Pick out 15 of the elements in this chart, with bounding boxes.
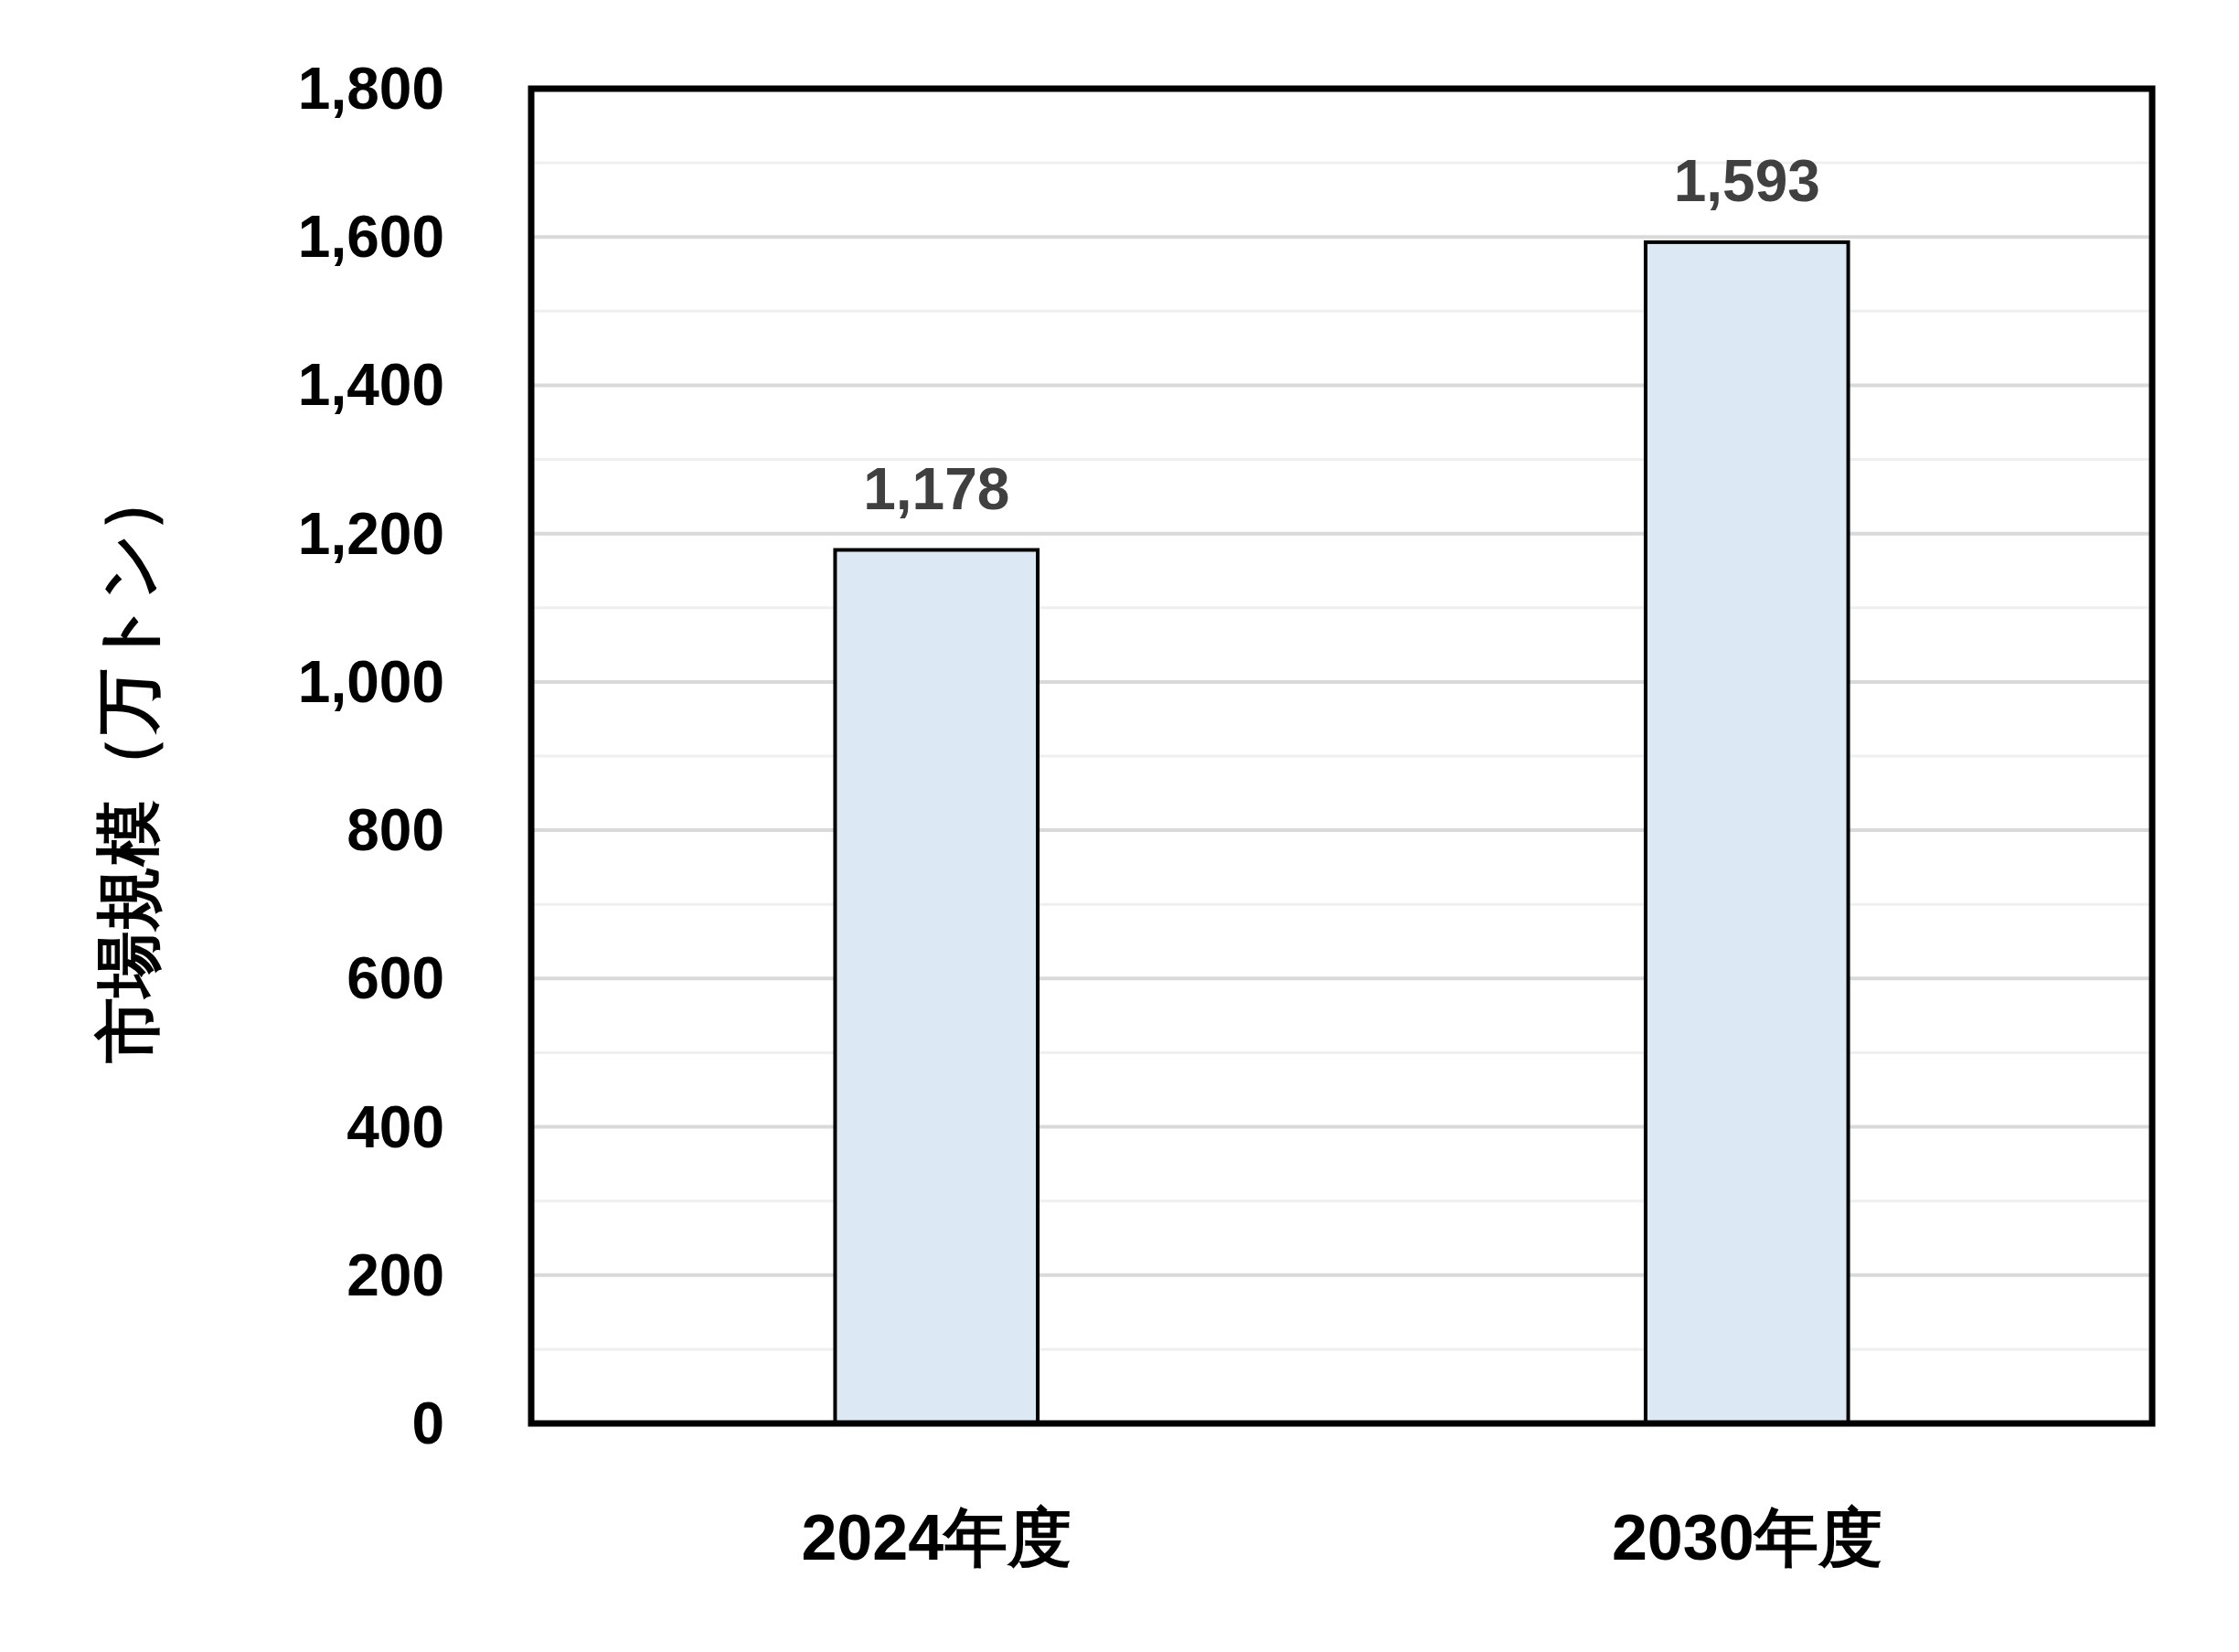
data-label: 1,178: [863, 455, 1010, 522]
x-tick-label: 2030年度: [1611, 1502, 1882, 1573]
y-tick-label: 200: [347, 1242, 444, 1308]
y-tick-label: 1,800: [297, 56, 444, 122]
x-tick-label: 2024年度: [801, 1502, 1072, 1573]
y-tick-label: 1,000: [297, 648, 444, 715]
y-tick-label: 0: [411, 1391, 444, 1456]
y-tick-label: 1,200: [297, 500, 444, 567]
y-tick-label: 1,400: [297, 352, 444, 419]
y-axis-title: 市場規模（万トン）: [91, 467, 165, 1064]
y-tick-label: 600: [347, 945, 444, 1012]
y-tick-label: 800: [347, 797, 444, 864]
y-tick-label: 1,600: [297, 204, 444, 271]
data-label: 1,593: [1673, 147, 1820, 214]
y-tick-label: 400: [347, 1093, 444, 1160]
